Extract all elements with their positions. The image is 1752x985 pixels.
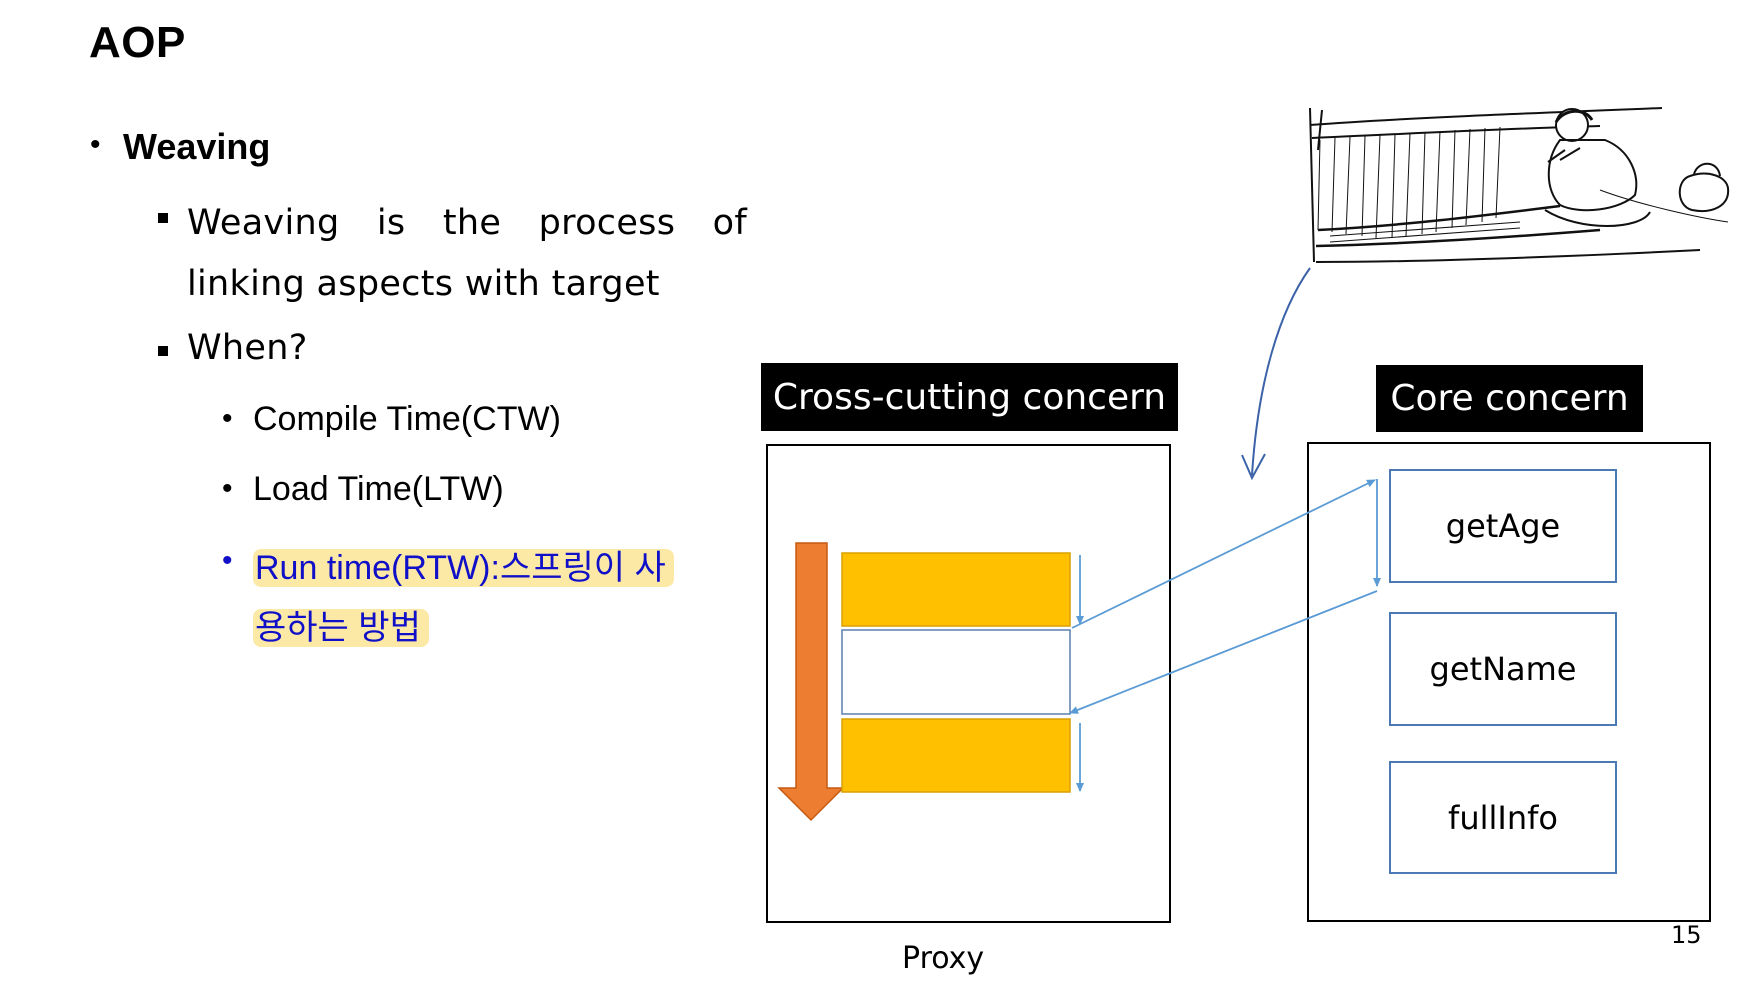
advice-block-after bbox=[841, 718, 1071, 793]
return-line bbox=[1069, 590, 1378, 714]
bullet-rtw: Run time(RTW):스프링이 사용하는 방법 bbox=[253, 538, 683, 658]
method-fullInfo: fullInfo bbox=[1389, 761, 1617, 874]
square-bullet bbox=[158, 213, 168, 223]
bullet-weaving: Weaving bbox=[123, 126, 271, 167]
hand-drawn-arrowhead bbox=[1241, 453, 1266, 481]
bullet-dot: • bbox=[90, 128, 101, 161]
page-title: AOP bbox=[89, 18, 186, 67]
cross-cutting-label: Cross-cutting concern bbox=[761, 363, 1178, 431]
bullet-when: When? bbox=[187, 328, 308, 368]
method-getName: getName bbox=[1389, 612, 1617, 726]
call-line bbox=[1071, 479, 1376, 629]
page-number: 15 bbox=[1671, 921, 1702, 949]
flow-arrow bbox=[777, 542, 845, 822]
method-getAge: getAge bbox=[1389, 469, 1617, 583]
square-bullet bbox=[158, 346, 168, 356]
proxy-label: Proxy bbox=[902, 941, 985, 976]
bullet-ctw: Compile Time(CTW) bbox=[253, 400, 561, 438]
weaver-loom-illustration bbox=[1309, 107, 1730, 263]
target-call-block bbox=[841, 629, 1071, 715]
bullet-dot: • bbox=[222, 472, 233, 505]
advice-block-before bbox=[841, 552, 1071, 627]
bullet-dot: • bbox=[222, 402, 233, 435]
bullet-definition: Weaving is the process of linking aspect… bbox=[187, 203, 747, 304]
bullet-dot: • bbox=[222, 544, 233, 577]
hand-drawn-arrow bbox=[1251, 267, 1311, 476]
core-concern-label: Core concern bbox=[1376, 365, 1643, 432]
bullet-ltw: Load Time(LTW) bbox=[253, 470, 504, 508]
